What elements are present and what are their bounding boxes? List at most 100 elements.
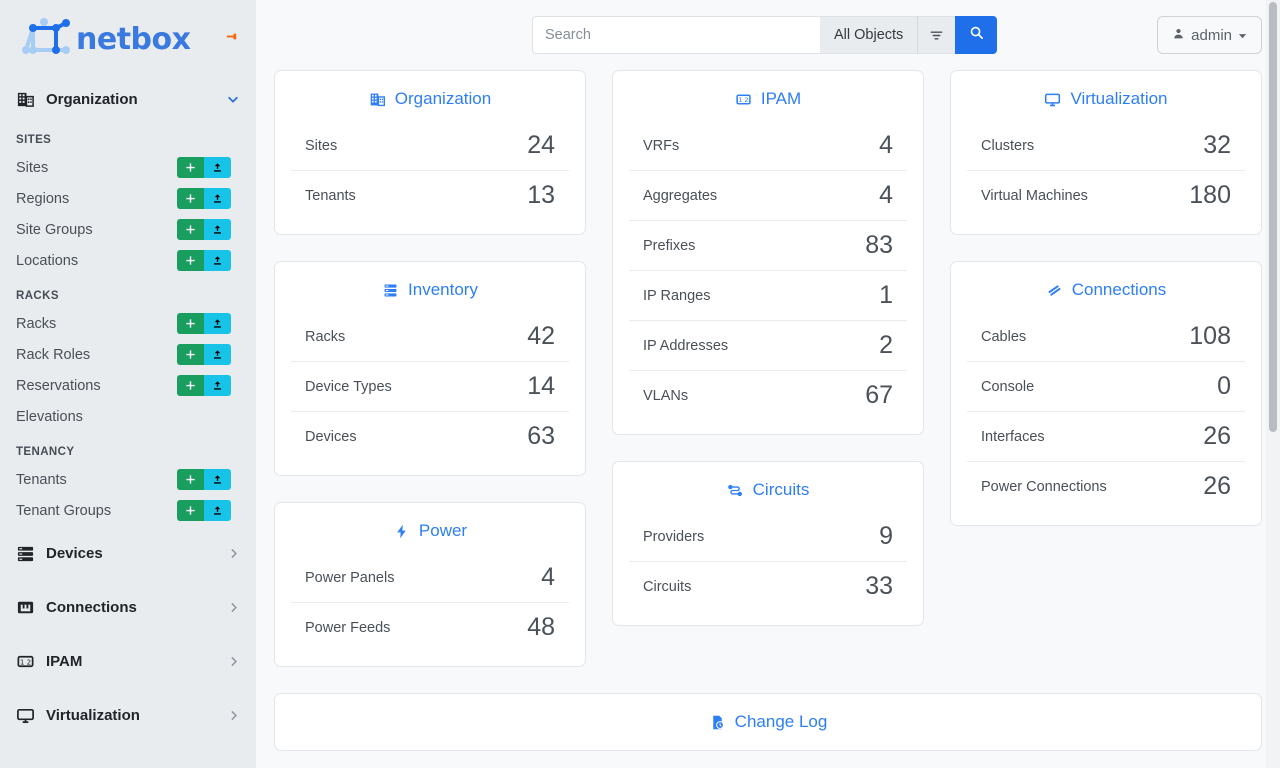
sidebar-item-tenants[interactable]: Tenants	[0, 464, 256, 495]
sidebar-item-regions[interactable]: Regions	[0, 183, 256, 214]
stat-label: Aggregates	[643, 187, 718, 204]
scrollbar-thumb[interactable]	[1269, 2, 1277, 432]
search-scope-select[interactable]: All Objects	[820, 16, 918, 54]
stat-row[interactable]: IP Ranges 1	[629, 270, 907, 320]
plus-icon[interactable]	[177, 219, 204, 240]
brand-header[interactable]: netbox	[0, 0, 256, 78]
plus-icon[interactable]	[177, 344, 204, 365]
vertical-scrollbar[interactable]	[1266, 0, 1280, 768]
card-title-link[interactable]: Organization	[275, 85, 585, 121]
stat-row[interactable]: Clusters 32	[967, 121, 1245, 170]
card-title-link[interactable]: Connections	[951, 276, 1261, 312]
upload-icon[interactable]	[204, 313, 231, 334]
sidebar-group-organization[interactable]: Organization	[0, 78, 256, 120]
card-title-link[interactable]: Inventory	[275, 276, 585, 312]
organization-icon	[369, 91, 386, 108]
stat-row[interactable]: Virtual Machines 180	[967, 170, 1245, 220]
card-title-link[interactable]: Circuits	[613, 476, 923, 512]
card-virtualization: Virtualization Clusters 32 Virtual Machi…	[950, 70, 1262, 235]
stat-label: Prefixes	[643, 237, 696, 254]
sidebar-heading-racks: RACKS	[16, 290, 59, 302]
sidebar-heading-sites: SITES	[16, 134, 52, 146]
stat-value: 9	[879, 522, 893, 550]
dashboard-column-2: 1 2 IPAM VRFs 4 Aggregates 4 Pref	[612, 70, 924, 626]
stat-value: 48	[527, 613, 555, 641]
stat-row[interactable]: Devices 63	[291, 411, 569, 461]
plus-icon[interactable]	[177, 500, 204, 521]
search-submit-button[interactable]	[955, 16, 998, 54]
plus-icon[interactable]	[177, 469, 204, 490]
stat-row[interactable]: Interfaces 26	[967, 411, 1245, 461]
upload-icon[interactable]	[204, 500, 231, 521]
stat-row[interactable]: VRFs 4	[629, 121, 907, 170]
upload-icon[interactable]	[204, 188, 231, 209]
sidebar-item-actions	[177, 344, 231, 365]
plus-icon[interactable]	[177, 313, 204, 334]
sidebar-group-ipam[interactable]: 1 2 IPAM	[0, 634, 256, 688]
sidebar-item-locations[interactable]: Locations	[0, 245, 256, 276]
sidebar-item-racks[interactable]: Racks	[0, 308, 256, 339]
stat-row[interactable]: Providers 9	[629, 512, 907, 561]
stat-row[interactable]: Sites 24	[291, 121, 569, 170]
plus-icon[interactable]	[177, 250, 204, 271]
stat-row[interactable]: Power Connections 26	[967, 461, 1245, 511]
sidebar-item-label: Locations	[16, 252, 79, 269]
sidebar-item-site-groups[interactable]: Site Groups	[0, 214, 256, 245]
sidebar-item-label: Elevations	[16, 408, 83, 425]
card-title-link[interactable]: Change Log	[275, 708, 1261, 736]
sidebar-group-devices[interactable]: Devices	[0, 526, 256, 580]
filter-icon[interactable]	[917, 16, 956, 54]
pin-icon[interactable]	[225, 29, 240, 49]
stat-value: 83	[865, 231, 893, 259]
upload-icon[interactable]	[204, 250, 231, 271]
sidebar-item-rack-roles[interactable]: Rack Roles	[0, 339, 256, 370]
stat-value: 108	[1189, 322, 1231, 350]
upload-icon[interactable]	[204, 469, 231, 490]
stat-row[interactable]: Racks 42	[291, 312, 569, 361]
search-input[interactable]	[532, 16, 820, 54]
plus-icon[interactable]	[177, 188, 204, 209]
upload-icon[interactable]	[204, 344, 231, 365]
upload-icon[interactable]	[204, 219, 231, 240]
sidebar-item-reservations[interactable]: Reservations	[0, 370, 256, 401]
stat-row[interactable]: VLANs 67	[629, 370, 907, 420]
sidebar-item-actions	[177, 157, 231, 178]
plus-icon[interactable]	[177, 157, 204, 178]
sidebar-item-sites[interactable]: Sites	[0, 152, 256, 183]
stat-value: 33	[865, 572, 893, 600]
stat-row[interactable]: Aggregates 4	[629, 170, 907, 220]
stat-row[interactable]: Power Feeds 48	[291, 602, 569, 652]
stat-row[interactable]: Power Panels 4	[291, 553, 569, 602]
sidebar-item-tenant-groups[interactable]: Tenant Groups	[0, 495, 256, 526]
stat-label: Sites	[305, 137, 338, 154]
card-ipam: 1 2 IPAM VRFs 4 Aggregates 4 Pref	[612, 70, 924, 435]
stat-row[interactable]: Console 0	[967, 361, 1245, 411]
card-title-label: IPAM	[760, 89, 802, 108]
stat-row[interactable]: Prefixes 83	[629, 220, 907, 270]
stat-row[interactable]: Cables 108	[967, 312, 1245, 361]
upload-icon[interactable]	[204, 157, 231, 178]
sidebar-group-label: Connections	[46, 598, 137, 616]
devices-icon	[14, 542, 36, 564]
stat-row[interactable]: IP Addresses 2	[629, 320, 907, 370]
brand-name: netbox	[76, 21, 191, 57]
stat-row[interactable]: Tenants 13	[291, 170, 569, 220]
sidebar-group-connections[interactable]: Connections	[0, 580, 256, 634]
sidebar-item-actions	[177, 313, 231, 334]
stat-value: 63	[527, 422, 555, 450]
upload-icon[interactable]	[204, 375, 231, 396]
stat-value: 4	[879, 131, 893, 159]
card-title-link[interactable]: 1 2 IPAM	[613, 85, 923, 121]
power-icon	[393, 523, 410, 540]
sidebar-group-label: Devices	[46, 544, 103, 562]
stat-row[interactable]: Device Types 14	[291, 361, 569, 411]
card-title-link[interactable]: Power	[275, 517, 585, 553]
chevron-right-icon	[227, 547, 240, 560]
user-menu-button[interactable]: admin	[1157, 16, 1262, 54]
stat-row[interactable]: Circuits 33	[629, 561, 907, 611]
card-title-link[interactable]: Virtualization	[951, 85, 1261, 121]
sidebar-group-virtualization[interactable]: Virtualization	[0, 688, 256, 742]
plus-icon[interactable]	[177, 375, 204, 396]
card-organization: Organization Sites 24 Tenants 13	[274, 70, 586, 235]
sidebar-item-elevations[interactable]: Elevations	[0, 401, 256, 432]
